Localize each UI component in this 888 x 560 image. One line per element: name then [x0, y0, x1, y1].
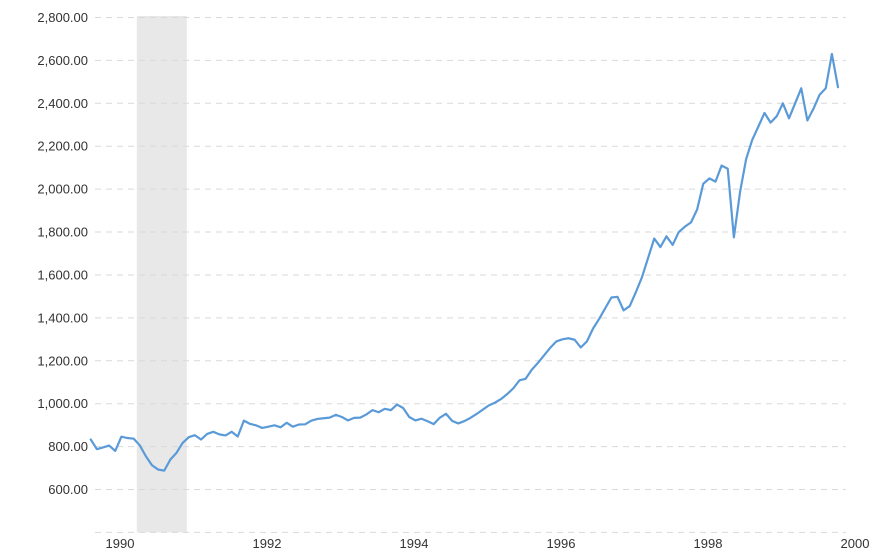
price-line: [89, 52, 840, 472]
y-axis-label: 1,800.00: [37, 225, 88, 240]
y-axis-label: 600.00: [48, 482, 88, 497]
y-axis-label: 2,400.00: [37, 96, 88, 111]
y-axis-label: 2,200.00: [37, 139, 88, 154]
x-axis-label: 1990: [106, 536, 135, 551]
x-axis-label: 1994: [400, 536, 429, 551]
x-axis-label: 1996: [547, 536, 576, 551]
x-axis-label: 2000: [841, 536, 870, 551]
x-axis-label: 1992: [253, 536, 282, 551]
y-axis-label: 2,600.00: [37, 53, 88, 68]
y-axis-label: 800.00: [48, 439, 88, 454]
y-axis-label: 1,400.00: [37, 310, 88, 325]
y-axis-label: 1,600.00: [37, 268, 88, 283]
y-axis-label: 1,200.00: [37, 353, 88, 368]
y-axis-label: 2,000.00: [37, 182, 88, 197]
x-axis-label: 1998: [694, 536, 723, 551]
y-axis-label: 2,800.00: [37, 10, 88, 25]
y-axis-label: 1,000.00: [37, 396, 88, 411]
